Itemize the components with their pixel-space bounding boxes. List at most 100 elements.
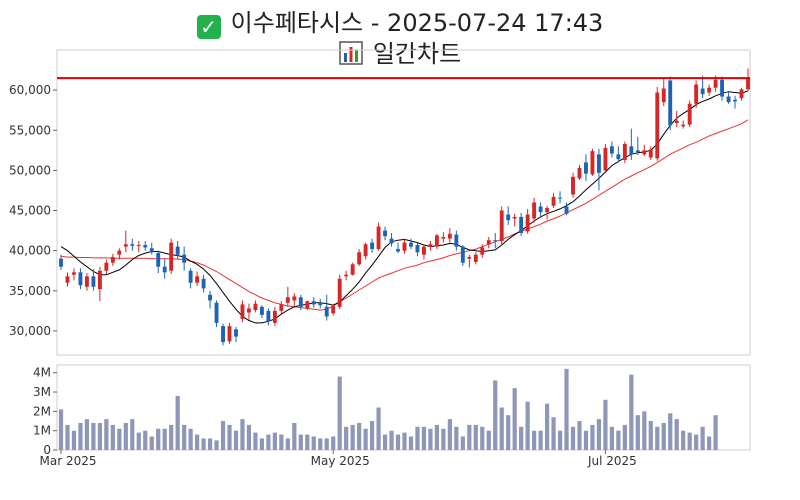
price-y-tick-label: 45,000 [9, 204, 51, 218]
volume-bar [480, 426, 485, 450]
candle-body [279, 304, 284, 311]
candle-body [661, 88, 666, 103]
volume-bar [71, 430, 77, 450]
candle-body [208, 294, 213, 301]
x-tick-label: May 2025 [311, 454, 370, 468]
volume-y-tick-label: 3M [33, 385, 51, 399]
candle-body [674, 120, 679, 124]
volume-bar [182, 424, 187, 450]
candle-body [648, 149, 653, 158]
candle-body [415, 245, 420, 253]
volume-bar [233, 430, 239, 450]
volume-bar [169, 424, 174, 450]
candle-body [720, 79, 725, 97]
candle-body [460, 246, 465, 263]
volume-bar [564, 368, 569, 450]
candle-body [428, 244, 433, 247]
candle-body [311, 301, 316, 305]
candle-body [739, 89, 744, 99]
volume-bar [253, 432, 258, 450]
volume-bar [207, 438, 213, 450]
volume-bar [681, 430, 686, 450]
candle-body [149, 248, 154, 253]
ma-long-line [60, 119, 749, 311]
candle-body [512, 216, 517, 219]
x-axis: Mar 2025 May 2025 Jul 2025 [40, 450, 637, 468]
candle-body [376, 226, 381, 250]
candle-body [629, 146, 634, 155]
volume-bar [363, 428, 368, 450]
volume-bar [285, 438, 290, 450]
volume-bar [266, 434, 271, 450]
x-tick-label: Mar 2025 [40, 454, 97, 468]
candle-body [409, 242, 413, 247]
volume-bar [551, 417, 556, 450]
candle-body [447, 233, 452, 239]
volume-bar [583, 430, 589, 450]
volume-bar [143, 430, 148, 450]
candle-body [123, 244, 128, 247]
volume-bar [486, 430, 491, 450]
candle-body [499, 210, 504, 242]
volume-bar [259, 438, 265, 450]
price-y-tick-label: 55,000 [9, 123, 51, 137]
volume-bar [279, 434, 284, 450]
candle-body [525, 214, 530, 232]
volume-bar [58, 409, 64, 450]
candle-body [344, 274, 349, 277]
candle-body [292, 296, 297, 301]
volume-bar [395, 434, 401, 450]
volume-bar [350, 424, 355, 450]
candle-body [363, 244, 368, 257]
volume-bar [428, 428, 433, 450]
volume-panel: 0 1M 2M 3M 4M [33, 364, 751, 457]
candle-body [305, 301, 310, 309]
volume-bar [201, 438, 206, 450]
candle-body [577, 167, 582, 179]
candle-body [506, 214, 511, 221]
candle-body [467, 257, 472, 259]
volume-bar [629, 374, 634, 450]
candle-body [65, 276, 70, 283]
price-y-tick-label: 30,000 [9, 324, 51, 338]
volume-bar [454, 426, 459, 450]
candle-body [285, 297, 290, 303]
candle-body [182, 254, 187, 263]
candle-body [201, 278, 206, 289]
price-y-tick-label: 50,000 [9, 163, 51, 177]
candle-body [214, 302, 219, 323]
candle-body [259, 306, 264, 315]
volume-bar [162, 428, 167, 450]
candle-body [337, 278, 342, 307]
candle-body [441, 237, 446, 239]
candle-body [493, 240, 498, 242]
volume-bar [331, 436, 336, 450]
candle-body [298, 297, 303, 307]
candle-body [519, 216, 524, 233]
volume-bar [408, 436, 414, 450]
price-y-tick-label: 35,000 [9, 284, 51, 298]
volume-bar [194, 434, 200, 450]
candle-body [538, 206, 543, 213]
volume-bar [311, 436, 316, 450]
volume-bar [544, 403, 550, 450]
candle-body [240, 304, 245, 319]
candle-body [143, 245, 148, 248]
volume-bar [655, 426, 660, 450]
candle-body [746, 77, 750, 90]
candle-body [318, 302, 323, 306]
volume-bar [713, 415, 718, 450]
volume-bar [91, 422, 96, 450]
volume-bar [149, 436, 154, 450]
volume-y-tick-label: 2M [33, 404, 51, 418]
price-y-tick-label: 40,000 [9, 244, 51, 258]
candle-body [622, 143, 627, 160]
volume-bar [557, 430, 563, 450]
candle-body [104, 262, 109, 271]
volume-bar [344, 426, 349, 450]
volume-bar [460, 436, 465, 450]
candle-body [59, 258, 63, 267]
volume-y-tick-label: 4M [33, 366, 51, 380]
volume-bar [512, 388, 517, 450]
volume-bar [369, 421, 375, 450]
